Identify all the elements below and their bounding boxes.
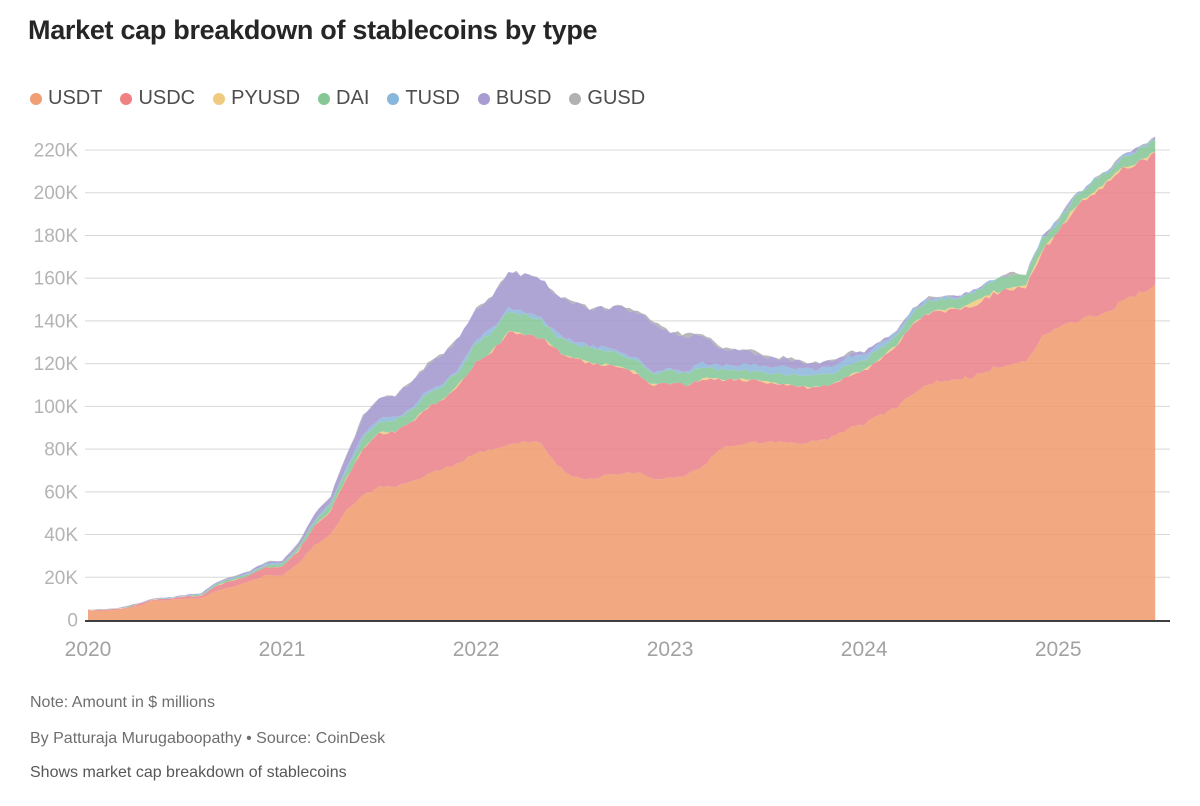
y-axis-label: 60K [44, 482, 78, 503]
footer-byline: By Patturaja Murugaboopathy • Source: Co… [30, 730, 386, 747]
legend-label: TUSD [405, 87, 460, 109]
y-axis-label: 180K [34, 226, 79, 247]
y-axis-label: 40K [44, 525, 78, 546]
x-axis-label: 2022 [453, 638, 500, 661]
footer-description: Shows market cap breakdown of stablecoin… [30, 764, 347, 781]
legend-label: PYUSD [231, 87, 301, 109]
x-axis-label: 2021 [259, 638, 306, 661]
legend-item-dai: DAI [318, 87, 369, 110]
area-usdt [88, 284, 1156, 620]
x-axis-label: 2020 [65, 638, 112, 661]
y-axis-label: 140K [34, 311, 79, 332]
x-axis-label: 2023 [647, 638, 694, 661]
legend-item-gusd: GUSD [569, 87, 645, 110]
legend-item-tusd: TUSD [387, 87, 460, 110]
legend-dot-dai [318, 92, 331, 105]
legend-dot-usdc [120, 92, 133, 105]
footer-note: Note: Amount in $ millions [30, 694, 215, 711]
legend-label: USDC [138, 87, 196, 109]
y-axis-label: 220K [34, 141, 79, 162]
stacked-area-chart: 220K 200K 180K 160K 140K 120K 100K 80K 60K 40K 20K… [34, 136, 1170, 661]
legend-dot-busd [477, 92, 490, 105]
chart-title: Market cap breakdown of stablecoins by t… [28, 15, 598, 45]
legend-label: GUSD [587, 87, 646, 109]
y-axis-label: 160K [34, 269, 79, 290]
legend-label: USDT [48, 87, 103, 109]
legend-dot-tusd [387, 92, 400, 105]
y-axis-label: 200K [34, 183, 79, 204]
legend-label: DAI [336, 87, 370, 109]
area-usdc [88, 152, 1156, 612]
legend-dot-gusd [569, 92, 582, 105]
x-axis-label: 2025 [1035, 638, 1082, 661]
legend-label: BUSD [495, 87, 552, 109]
y-axis-label: 0 [67, 611, 78, 632]
legend-item-usdt: USDT [30, 87, 102, 110]
legend-item-usdc: USDC [120, 87, 195, 110]
legend-dot-pyusd [213, 92, 226, 105]
y-axis-label: 80K [44, 440, 78, 461]
x-axis-label: 2024 [841, 638, 888, 661]
legend-item-busd: BUSD [477, 87, 552, 110]
legend-item-pyusd: PYUSD [213, 87, 300, 110]
y-axis-label: 20K [44, 568, 78, 589]
legend-dot-usdt [30, 92, 42, 105]
y-axis-label: 100K [34, 397, 79, 418]
y-axis-label: 120K [34, 354, 79, 375]
legend: USDT USDC PYUSD DAI TUSD BUSD GUSD [30, 87, 645, 110]
